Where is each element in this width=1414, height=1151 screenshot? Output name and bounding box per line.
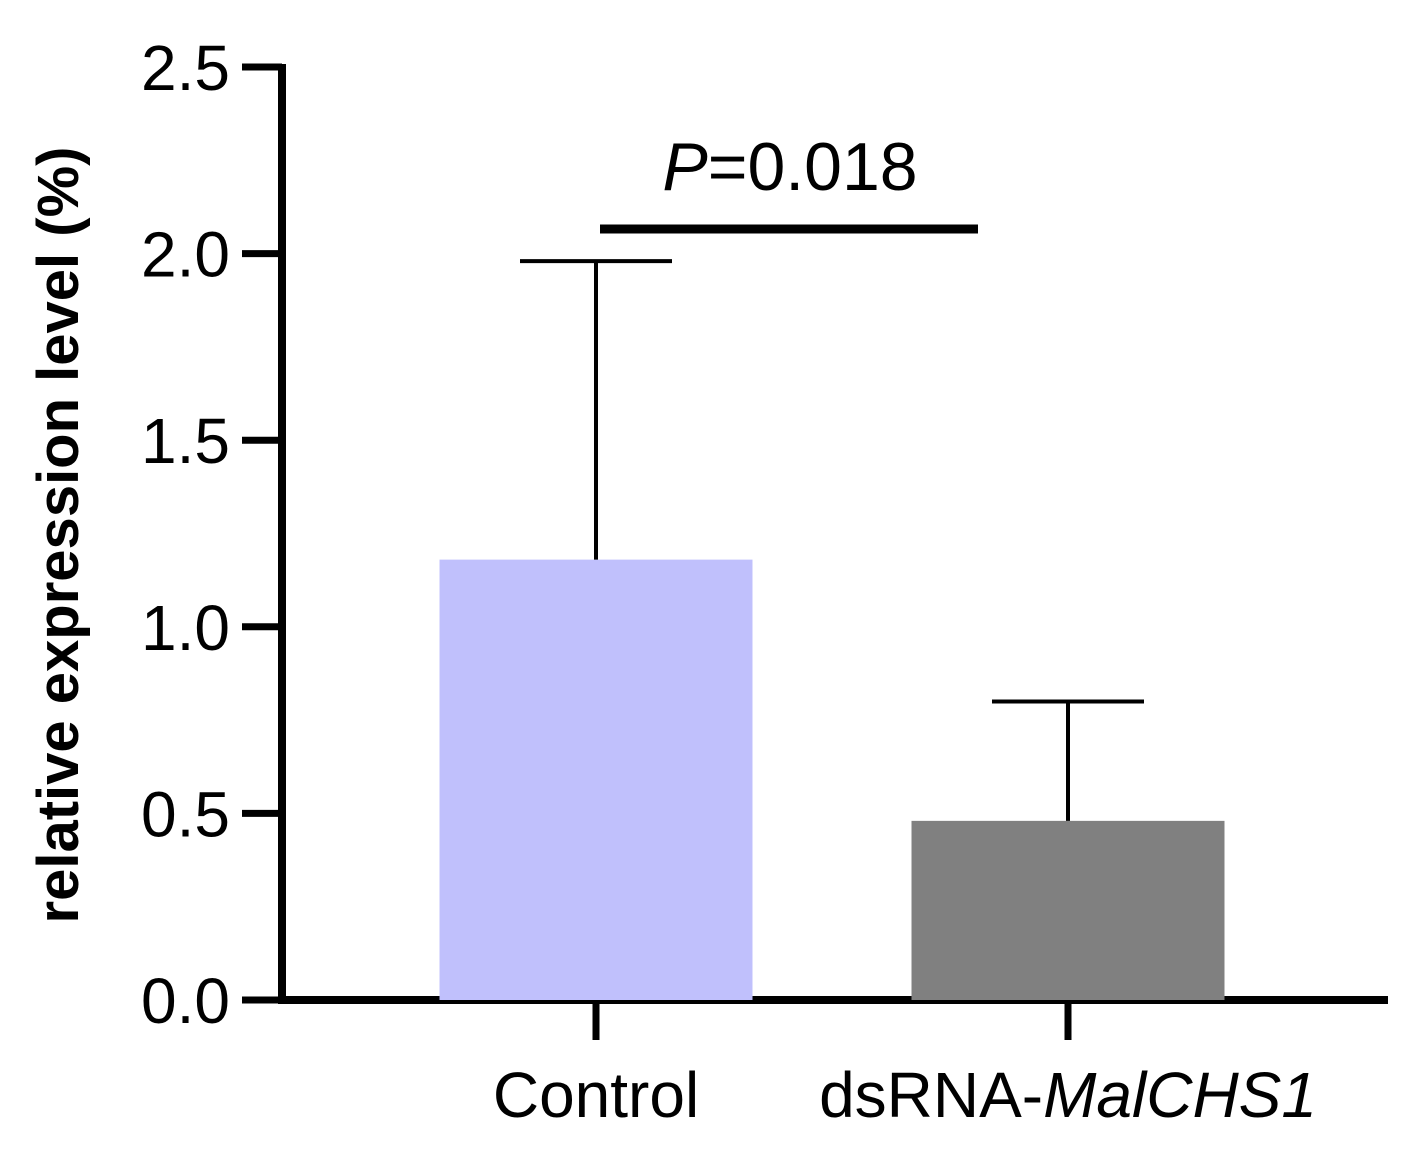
bar-0 (439, 559, 753, 1000)
p-value: =0.018 (708, 129, 918, 205)
significance-group: P=0.018 (600, 129, 978, 234)
y-tick-label-2: 1.0 (141, 592, 230, 664)
significance-label: P=0.018 (662, 129, 917, 205)
x-ticks-group: Control dsRNA-MalCHS1 (493, 1000, 1317, 1131)
x-tick-label-0: Control (493, 1059, 699, 1131)
bar-1 (911, 820, 1225, 1000)
y-axis-label: relative expression level (%) (26, 147, 91, 924)
y-tick-label-1: 0.5 (141, 778, 230, 850)
error-bars-group (520, 259, 1144, 821)
y-tick-label-5: 2.5 (141, 32, 230, 104)
y-ticks-group: 0.0 0.5 1.0 1.5 2.0 2.5 (141, 32, 282, 1037)
x-tick-label-text-1: dsRNA- (819, 1059, 1043, 1131)
y-tick-label-4: 2.0 (141, 219, 230, 291)
p-symbol: P (662, 129, 707, 205)
y-tick-label-0: 0.0 (141, 965, 230, 1037)
y-tick-label-3: 1.5 (141, 405, 230, 477)
bars-group (439, 559, 1225, 1000)
x-tick-label-text-0: Control (493, 1059, 699, 1131)
x-tick-label-italic-1: MalCHS1 (1043, 1059, 1317, 1131)
x-tick-label-1: dsRNA-MalCHS1 (819, 1059, 1317, 1131)
